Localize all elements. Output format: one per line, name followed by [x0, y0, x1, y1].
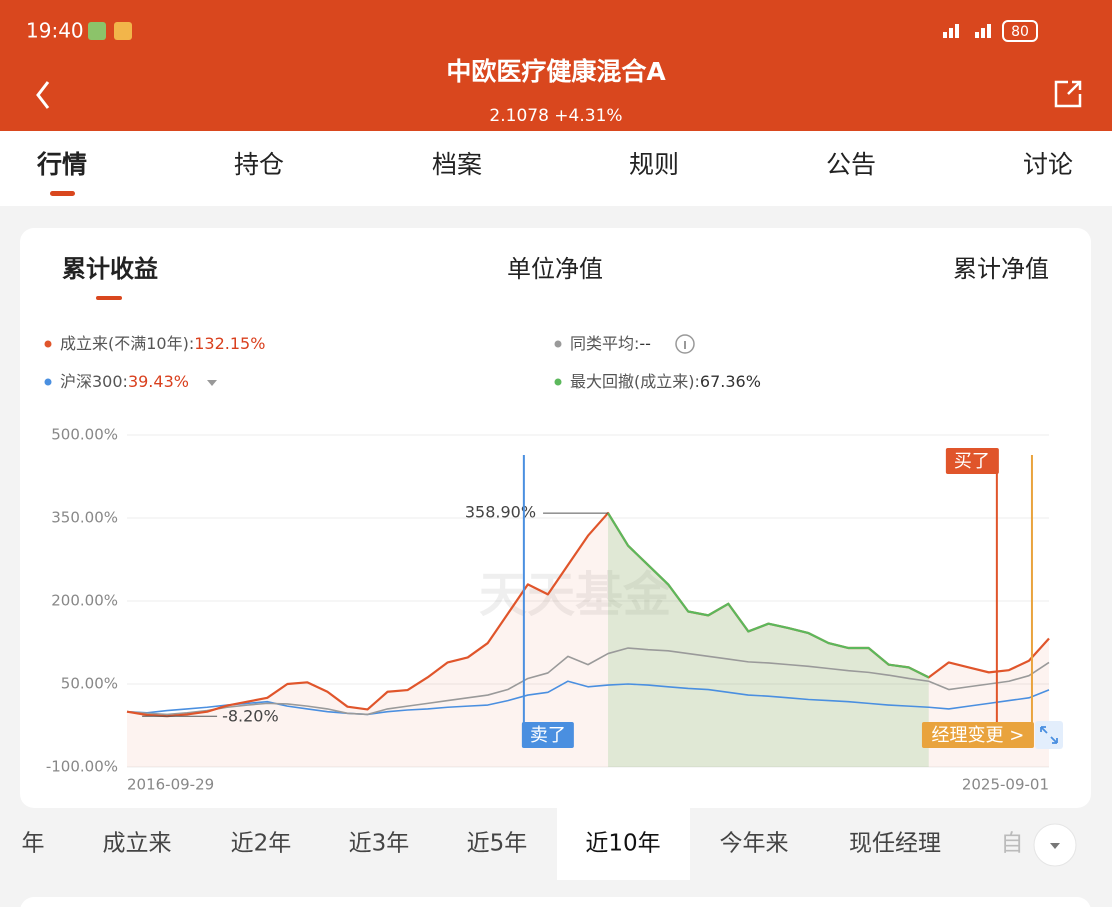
share-button[interactable] — [1054, 80, 1082, 108]
subtab[interactable]: 单位净值 — [507, 255, 603, 283]
status-icon — [114, 22, 132, 40]
legend-entry: 同类平均:-- — [570, 334, 651, 353]
period-tab[interactable]: 自 — [1001, 831, 1024, 857]
legend-entry: 成立来(不满10年):132.15% — [60, 334, 265, 353]
period-tab[interactable]: 现任经理 — [849, 831, 941, 857]
y-tick-label: 50.00% — [61, 675, 118, 693]
legend-name: 最大回撤(成立来): — [570, 372, 700, 391]
period-bar — [20, 808, 1091, 880]
fund-subtitle: 2.1078 +4.31% — [489, 106, 622, 126]
tab[interactable]: 规则 — [629, 150, 679, 179]
legend-dot — [44, 378, 52, 386]
subtab[interactable]: 累计净值 — [953, 255, 1049, 283]
status-icons — [943, 24, 991, 38]
header-bar — [0, 0, 1112, 131]
manager-tag — [921, 722, 1034, 748]
drawdown-area — [608, 513, 929, 767]
legend-dot — [44, 340, 52, 348]
tab[interactable]: 公告 — [826, 150, 876, 179]
legend-name: 沪深300: — [60, 372, 128, 391]
legend-value: 39.43% — [128, 372, 189, 391]
expand-icon — [1040, 726, 1058, 744]
legend-value: 67.36% — [700, 372, 761, 391]
sell-tag — [521, 722, 574, 748]
battery — [1002, 20, 1038, 42]
drawdown-line — [607, 512, 930, 679]
legend-value: -- — [639, 334, 651, 353]
status-icon — [88, 22, 106, 40]
period-tab[interactable]: 近3年 — [349, 831, 410, 857]
series-line — [126, 680, 1050, 716]
period-tab[interactable]: 今年来 — [720, 831, 789, 857]
legend-dot — [554, 378, 562, 386]
tab[interactable]: 行情 — [36, 150, 87, 179]
tab[interactable]: 档案 — [432, 150, 482, 179]
buy-tag — [945, 448, 999, 474]
fund-title: 中欧医疗健康混合A — [446, 57, 666, 86]
battery-level: 80 — [1011, 24, 1029, 40]
period-tab[interactable]: 近2年 — [231, 831, 292, 857]
y-tick-label: -100.00% — [46, 758, 118, 776]
tab-indicator — [50, 191, 75, 196]
period-tab[interactable]: 成立来 — [103, 831, 172, 857]
tab[interactable]: 持仓 — [234, 150, 284, 179]
x-tick-label: 2025-09-01 — [962, 776, 1049, 794]
period-tab[interactable]: 近5年 — [467, 831, 528, 857]
legend-name: 成立来(不满10年): — [60, 334, 194, 353]
period-active — [557, 808, 690, 880]
info-icon-bar — [684, 341, 686, 349]
legend-name: 同类平均: — [570, 334, 639, 353]
watermark: 天天基金 — [479, 567, 672, 623]
subtab[interactable]: 累计收益 — [62, 255, 158, 283]
legend-entry: 沪深300:39.43% — [60, 372, 189, 391]
fund-area — [127, 513, 1049, 767]
sell-label[interactable]: 卖了 — [530, 725, 566, 746]
expand-button[interactable] — [1035, 721, 1063, 749]
legend-entry: 最大回撤(成立来):67.36% — [570, 372, 761, 391]
period-more-arrow — [1050, 843, 1060, 849]
next-card — [20, 897, 1091, 907]
y-tick-label: 200.00% — [51, 592, 118, 610]
buy-label[interactable]: 买了 — [954, 451, 990, 472]
tab-bar — [0, 131, 1112, 206]
back-button[interactable] — [36, 81, 50, 109]
period-tab[interactable]: 年 — [22, 831, 45, 857]
subtab-indicator — [96, 296, 122, 300]
y-tick-label: 500.00% — [51, 426, 118, 444]
x-tick-label: 2016-09-29 — [127, 776, 214, 794]
manager-label[interactable]: 经理变更 > — [932, 725, 1025, 746]
legend-value: 132.15% — [194, 334, 265, 353]
period-tab[interactable]: 近10年 — [585, 831, 660, 857]
dropdown-icon[interactable] — [207, 380, 217, 386]
low-label: -8.20% — [222, 707, 279, 726]
y-tick-label: 350.00% — [51, 509, 118, 527]
tab[interactable]: 讨论 — [1023, 150, 1073, 179]
info-icon[interactable] — [675, 334, 695, 354]
series-line — [126, 647, 1050, 716]
peak-label: 358.90% — [465, 503, 536, 522]
status-time: 19:40 — [26, 19, 84, 43]
legend-dot — [554, 340, 562, 348]
